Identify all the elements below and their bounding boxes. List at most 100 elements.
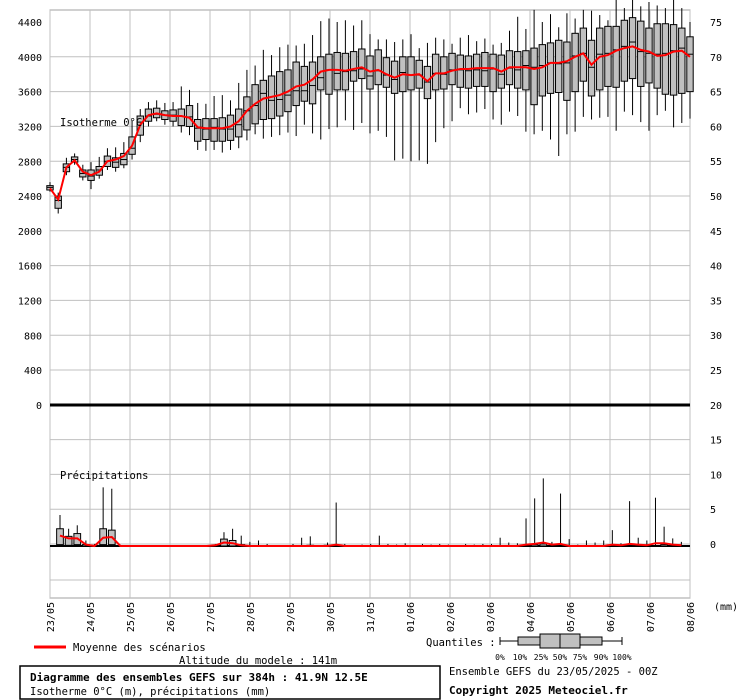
- copyright: Copyright 2025 Meteociel.fr: [449, 684, 628, 697]
- box: [620, 19, 629, 82]
- box: [612, 25, 620, 88]
- x-tick: 27/05: [206, 602, 217, 632]
- box: [308, 61, 317, 105]
- x-tick: 02/06: [446, 602, 457, 632]
- isotherm-box: [571, 18, 579, 132]
- isotherm-box: [579, 9, 588, 117]
- box: [587, 39, 596, 97]
- isotherm-box: [366, 34, 374, 134]
- box: [210, 118, 218, 142]
- tick-labels: 4400400036003200280024002000160012008004…: [18, 18, 722, 632]
- box: [407, 56, 415, 91]
- y-right-tick: 40: [710, 262, 722, 273]
- y-left-tick: 400: [24, 366, 42, 377]
- x-unit-label: (mm): [714, 602, 738, 613]
- isotherm-box: [497, 42, 505, 125]
- y-right-tick: 0: [710, 540, 716, 551]
- title-box: [19, 665, 441, 700]
- y-left-tick: 4400: [18, 18, 42, 29]
- box: [546, 42, 555, 94]
- precip-box: [306, 536, 315, 547]
- y-right-tick: 45: [710, 227, 722, 238]
- precip-box: [556, 493, 565, 547]
- box: [556, 544, 565, 547]
- y-right-tick: 65: [710, 88, 722, 99]
- isotherm-box: [374, 39, 382, 131]
- box: [571, 32, 579, 93]
- box: [522, 50, 530, 91]
- isotherm-box: [235, 82, 243, 149]
- isotherm-mean-line: [49, 45, 691, 202]
- box: [660, 544, 668, 547]
- isotherm-box: [399, 39, 407, 159]
- y-right-tick: 5: [710, 505, 716, 516]
- altitude-label: Altitude du modele : 141m: [179, 655, 337, 667]
- y-left-tick: 1200: [18, 297, 42, 308]
- isotherm-box: [555, 27, 563, 157]
- box: [349, 51, 358, 82]
- isotherm-box: [489, 44, 497, 120]
- box: [456, 54, 464, 88]
- isotherm-box: [382, 39, 391, 137]
- box: [358, 48, 366, 80]
- box: [637, 20, 645, 87]
- y-left-tick: 1600: [18, 262, 42, 273]
- isotherm-box: [423, 42, 432, 164]
- isotherm-box: [415, 48, 423, 161]
- precip-box: [530, 498, 539, 547]
- y-right-tick: 75: [710, 18, 722, 29]
- box: [193, 118, 202, 142]
- isotherm-box: [276, 47, 284, 136]
- y-left-tick: 2000: [18, 227, 42, 238]
- isotherm-box: [251, 65, 259, 135]
- x-tick: 01/06: [406, 602, 417, 632]
- isotherm-box: [472, 41, 481, 113]
- box: [431, 53, 440, 91]
- box: [64, 535, 73, 546]
- isotherm-box: [612, 0, 620, 131]
- box: [292, 61, 300, 107]
- x-tick: 05/06: [566, 602, 577, 632]
- isotherm-box: [103, 148, 112, 170]
- isotherm-box: [317, 21, 325, 140]
- y-right-tick: 50: [710, 192, 722, 203]
- x-tick: 04/06: [526, 602, 537, 632]
- y-left-tick: 2800: [18, 157, 42, 168]
- y-left-tick: 2400: [18, 192, 42, 203]
- isotherm-box: [530, 9, 538, 135]
- chart-subtitle: Isotherme 0°C (m), précipitations (mm): [30, 686, 270, 698]
- box: [538, 44, 547, 97]
- y-right-tick: 20: [710, 401, 722, 412]
- x-tick: 23/05: [46, 602, 57, 632]
- isotherm-box: [210, 95, 218, 150]
- box: [686, 36, 694, 93]
- y-right-tick: 55: [710, 157, 722, 168]
- isotherm-box: [678, 8, 686, 123]
- box: [489, 53, 497, 93]
- quantile-legend-box: [499, 633, 623, 649]
- legend-mean-label: Moyenne des scénarios: [73, 642, 206, 654]
- y-right-tick: 35: [710, 296, 722, 307]
- quantiles-label: Quantiles :: [426, 637, 496, 649]
- mean-lines: [49, 45, 691, 548]
- isotherm-box: [292, 45, 300, 137]
- x-tick: 25/05: [126, 602, 137, 632]
- isotherm-box: [390, 42, 399, 161]
- quantile-tick: 0%: [495, 653, 505, 662]
- isotherm-box: [358, 20, 366, 123]
- isotherm-box: [620, 8, 629, 112]
- isotherm-box: [325, 18, 333, 130]
- precip-box: [73, 525, 82, 546]
- box: [325, 53, 333, 95]
- x-tick: 24/05: [86, 602, 97, 632]
- y-right-tick: 25: [710, 366, 722, 377]
- precip-box: [56, 514, 64, 546]
- isotherm-box: [218, 95, 227, 153]
- isotherm-box: [653, 5, 661, 116]
- isotherm-boxes: [46, 0, 694, 214]
- x-tick: 06/06: [606, 602, 617, 632]
- isotherm-box: [538, 22, 547, 131]
- x-tick: 28/05: [246, 602, 257, 632]
- y-left-tick: 4000: [18, 53, 42, 64]
